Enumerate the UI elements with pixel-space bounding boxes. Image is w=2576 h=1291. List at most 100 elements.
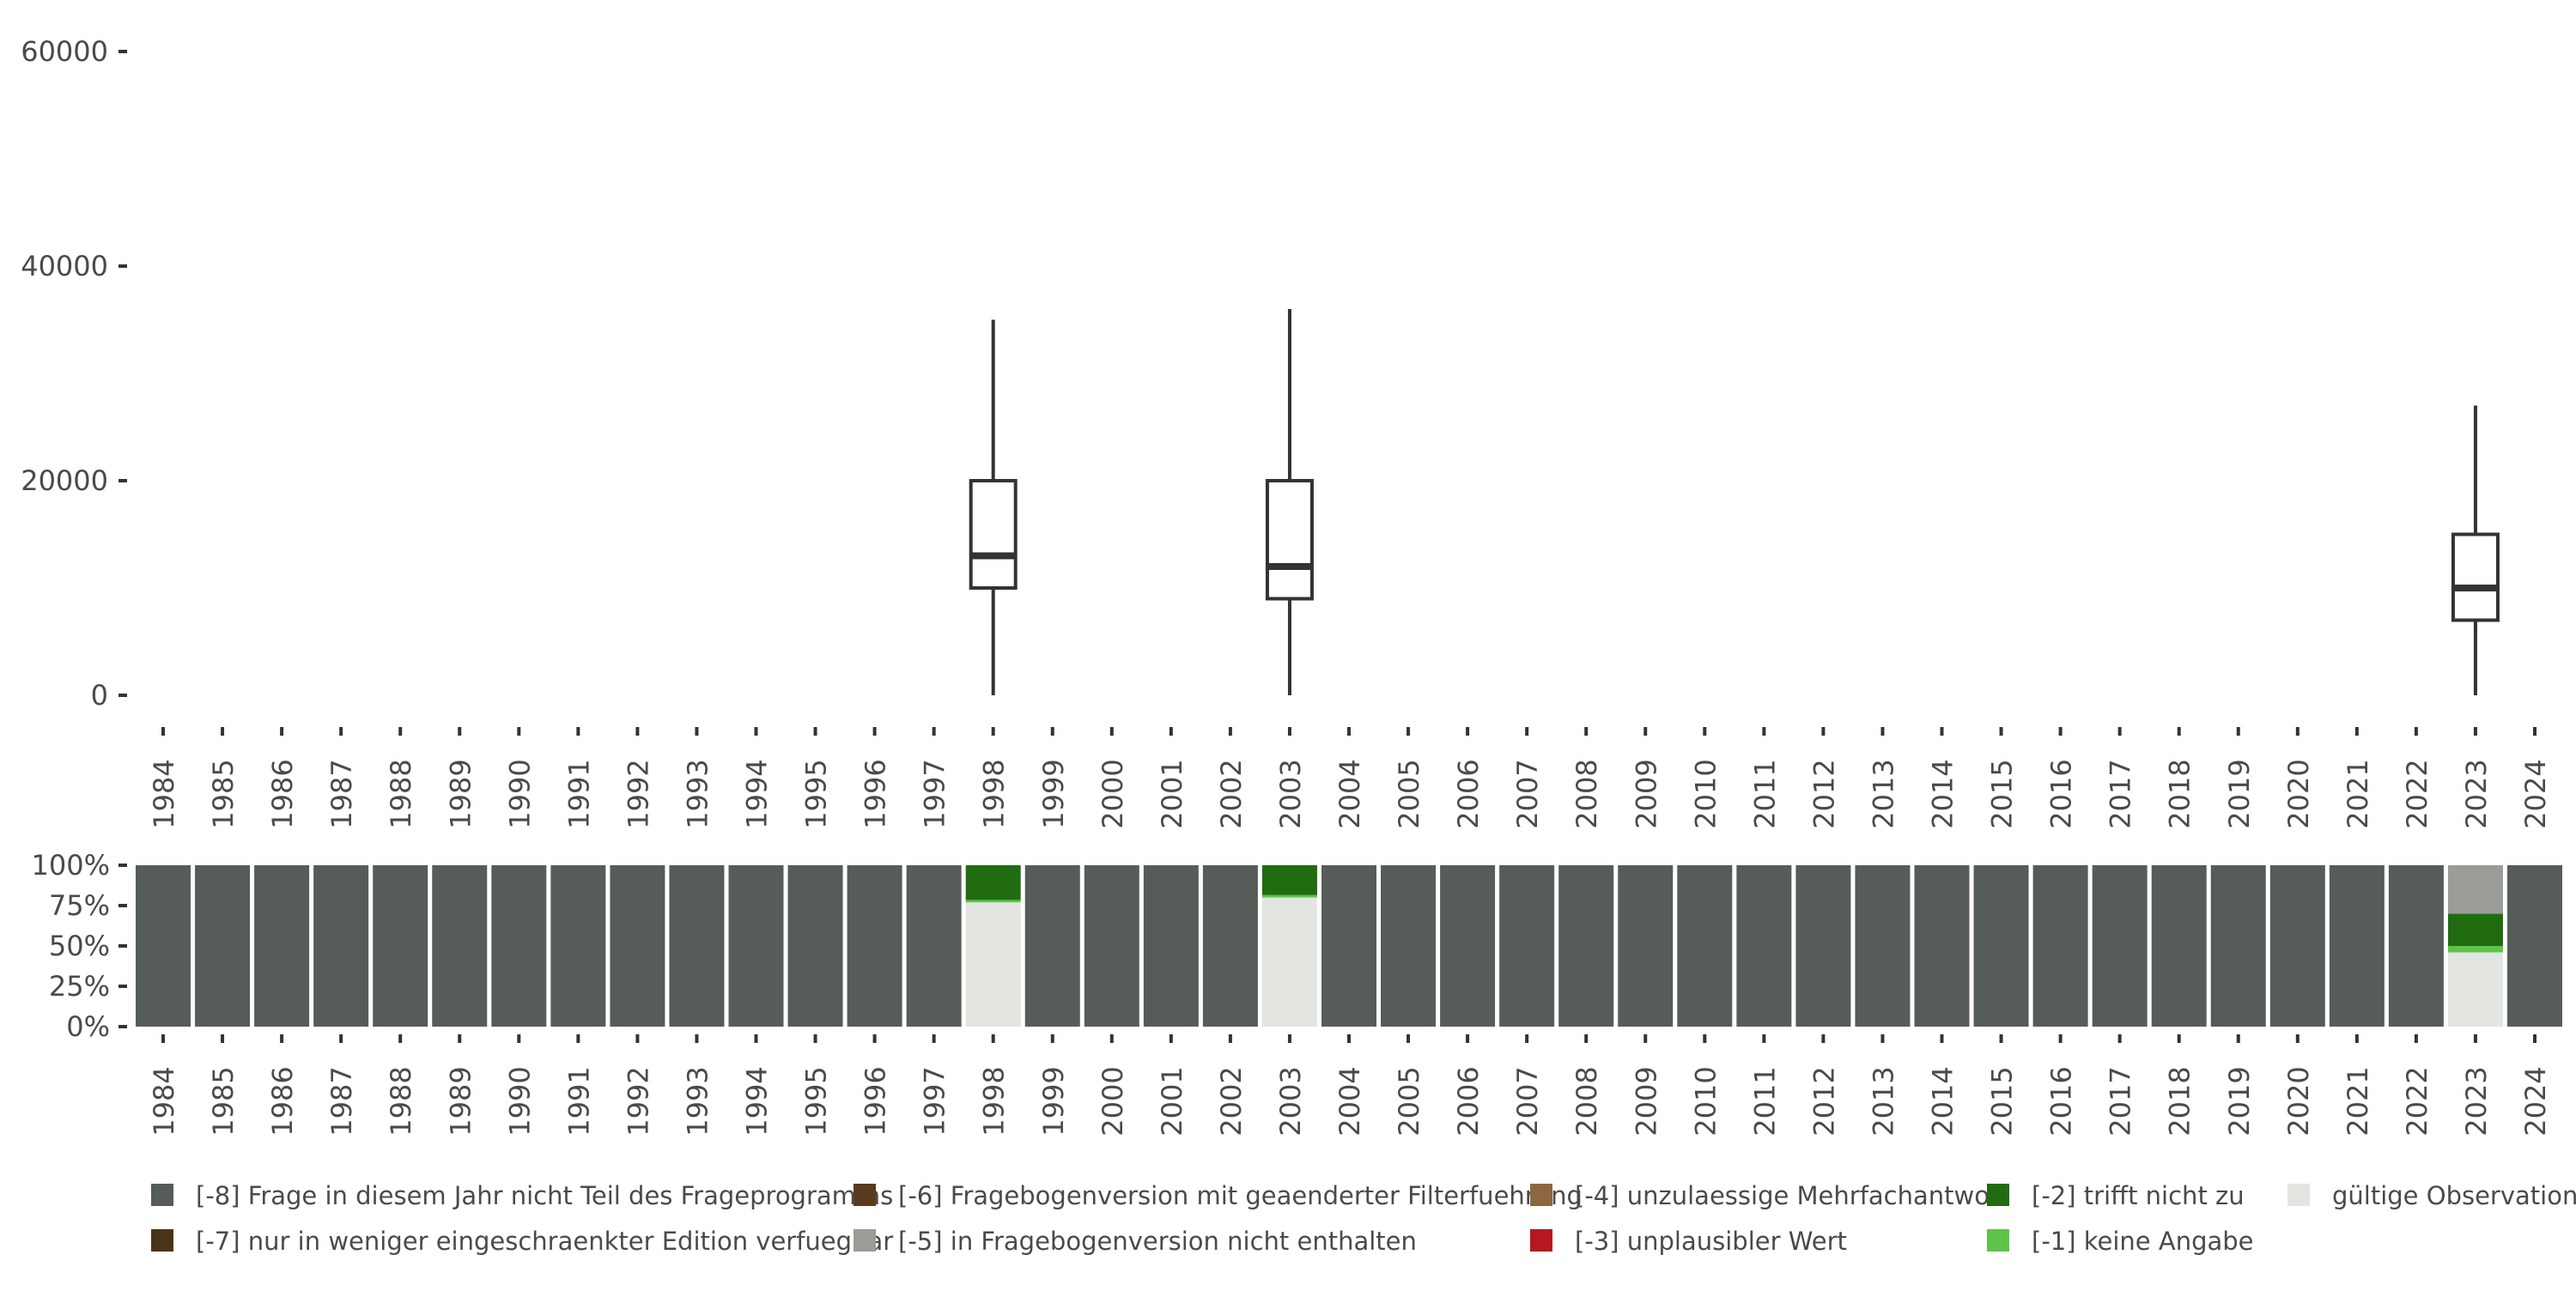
bar-1984 [136, 865, 191, 1027]
stacked-bar-panel: 0% 25% 50% 75% 100% 1984 1985 1986 1987 1988 1989 1… [32, 849, 2562, 1136]
pct-x-tick-label: 1988 [385, 1066, 417, 1136]
legend-item: [-6] Fragebogenversion mit geaenderter F… [854, 1181, 1583, 1210]
x-tick-label: 1988 [385, 759, 417, 828]
legend-swatch [151, 1184, 173, 1206]
bar-segment-g-ltige-observationen [2447, 952, 2503, 1027]
pct-x-tick-label: 1985 [207, 1066, 240, 1136]
pct-x-tick-label: 1986 [266, 1066, 299, 1136]
bar-segment-8-frage-in-diesem-jahr-nicht-teil-des-frageprogramms [847, 865, 902, 1027]
bar-segment-8-frage-in-diesem-jahr-nicht-teil-des-frageprogramms [2507, 865, 2562, 1027]
bar-segment-8-frage-in-diesem-jahr-nicht-teil-des-frageprogramms [1677, 865, 1733, 1027]
pct-x-tick-label: 2008 [1571, 1066, 1603, 1136]
x-tick-label: 2023 [2460, 759, 2493, 828]
pct-x-tick-label: 2007 [1511, 1066, 1544, 1136]
x-tick-label: 1995 [800, 759, 833, 828]
box-1998 [969, 319, 1018, 695]
bar-2006 [1440, 865, 1496, 1027]
x-tick-label: 1993 [681, 759, 714, 828]
legend-swatch [854, 1184, 876, 1206]
x-tick-label: 2004 [1334, 759, 1366, 828]
y-tick-label: 0 [91, 679, 108, 712]
x-tick-label: 1991 [562, 759, 595, 828]
bar-segment-8-frage-in-diesem-jahr-nicht-teil-des-frageprogramms [1558, 865, 1614, 1027]
box-iqr [1265, 479, 1314, 601]
bar-2000 [1084, 865, 1139, 1027]
bar-2009 [1618, 865, 1674, 1027]
legend-item: gültige Observationen [2287, 1181, 2576, 1210]
box-iqr [2451, 532, 2500, 622]
pct-x-tick-label: 1995 [800, 1066, 833, 1136]
pct-x-tick-label: 2018 [2164, 1066, 2196, 1136]
x-tick-label: 2020 [2282, 759, 2315, 828]
legend-label: [-8] Frage in diesem Jahr nicht Teil des… [196, 1181, 893, 1210]
pct-x-tick-label: 2017 [2105, 1066, 2137, 1136]
x-tick-label: 2021 [2342, 759, 2374, 828]
bar-1987 [313, 865, 369, 1027]
box-2023 [2451, 405, 2500, 695]
pct-x-tick-label: 2023 [2460, 1066, 2493, 1136]
legend-label: [-5] in Fragebogenversion nicht enthalte… [898, 1227, 1417, 1256]
bar-1993 [669, 865, 725, 1027]
bar-segment-2-trifft-nicht-zu [2447, 913, 2503, 946]
bar-segment-2-trifft-nicht-zu [965, 865, 1021, 900]
bar-2001 [1143, 865, 1199, 1027]
bar-segment-8-frage-in-diesem-jahr-nicht-teil-des-frageprogramms [1381, 865, 1437, 1027]
pct-tick-label: 75% [49, 889, 110, 922]
x-tick-label: 2007 [1511, 759, 1544, 828]
bar-2020 [2269, 865, 2325, 1027]
bar-segment-8-frage-in-diesem-jahr-nicht-teil-des-frageprogramms [1440, 865, 1496, 1027]
legend-swatch [151, 1229, 173, 1252]
pct-x-tick-label: 2009 [1630, 1066, 1662, 1136]
pct-x-tick-label: 1996 [860, 1066, 892, 1136]
legend-item: [-1] keine Angabe [1987, 1227, 2254, 1256]
bar-segment-8-frage-in-diesem-jahr-nicht-teil-des-frageprogramms [1855, 865, 1911, 1027]
x-tick-label: 2013 [1867, 759, 1899, 828]
x-tick-label: 1994 [741, 759, 774, 828]
bar-2018 [2151, 865, 2207, 1027]
pct-x-tick-label: 1984 [148, 1066, 180, 1136]
legend-item: [-4] unzulaessige Mehrfachantwort [1530, 1181, 2009, 1210]
pct-x-tick-label: 1997 [919, 1066, 951, 1136]
legend-swatch [1987, 1184, 2009, 1206]
x-tick-label: 2022 [2401, 759, 2433, 828]
pct-x-tick-label: 1987 [325, 1066, 358, 1136]
pct-x-tick-label: 2011 [1748, 1066, 1781, 1136]
legend-label: gültige Observationen [2332, 1181, 2576, 1210]
pct-x-tick-label: 1994 [741, 1066, 774, 1136]
bar-segment-8-frage-in-diesem-jahr-nicht-teil-des-frageprogramms [2388, 865, 2444, 1027]
x-tick-label: 1999 [1037, 759, 1070, 828]
bar-segment-8-frage-in-diesem-jahr-nicht-teil-des-frageprogramms [195, 865, 251, 1027]
bar-segment-8-frage-in-diesem-jahr-nicht-teil-des-frageprogramms [669, 865, 725, 1027]
pct-x-tick-label: 2001 [1156, 1066, 1188, 1136]
legend-swatch [1530, 1184, 1552, 1206]
bar-segment-8-frage-in-diesem-jahr-nicht-teil-des-frageprogramms [1618, 865, 1674, 1027]
bar-segment-8-frage-in-diesem-jahr-nicht-teil-des-frageprogramms [1024, 865, 1080, 1027]
bar-2010 [1677, 865, 1733, 1027]
bar-segment-8-frage-in-diesem-jahr-nicht-teil-des-frageprogramms [787, 865, 843, 1027]
box-2003 [1265, 309, 1314, 695]
x-tick-label: 1990 [503, 759, 536, 828]
bar-1996 [847, 865, 902, 1027]
bar-2011 [1736, 865, 1792, 1027]
bar-1991 [550, 865, 606, 1027]
legend-item: [-5] in Fragebogenversion nicht enthalte… [854, 1227, 1417, 1256]
pct-x-tick-label: 1989 [444, 1066, 477, 1136]
x-tick-label: 1997 [919, 759, 951, 828]
x-tick-label: 1989 [444, 759, 477, 828]
pct-x-tick-label: 1999 [1037, 1066, 1070, 1136]
x-tick-label: 2024 [2519, 759, 2552, 828]
x-tick-label: 2001 [1156, 759, 1188, 828]
bar-segment-8-frage-in-diesem-jahr-nicht-teil-des-frageprogramms [728, 865, 784, 1027]
bar-2008 [1558, 865, 1614, 1027]
bar-segment-8-frage-in-diesem-jahr-nicht-teil-des-frageprogramms [1143, 865, 1199, 1027]
bar-2007 [1499, 865, 1555, 1027]
bar-segment-8-frage-in-diesem-jahr-nicht-teil-des-frageprogramms [610, 865, 665, 1027]
pct-x-tick-label: 1990 [503, 1066, 536, 1136]
bar-2013 [1855, 865, 1911, 1027]
bar-segment-8-frage-in-diesem-jahr-nicht-teil-des-frageprogramms [2269, 865, 2325, 1027]
bar-segment-8-frage-in-diesem-jahr-nicht-teil-des-frageprogramms [1084, 865, 1139, 1027]
y-tick-label: 60000 [21, 35, 108, 68]
x-tick-label: 2011 [1748, 759, 1781, 828]
